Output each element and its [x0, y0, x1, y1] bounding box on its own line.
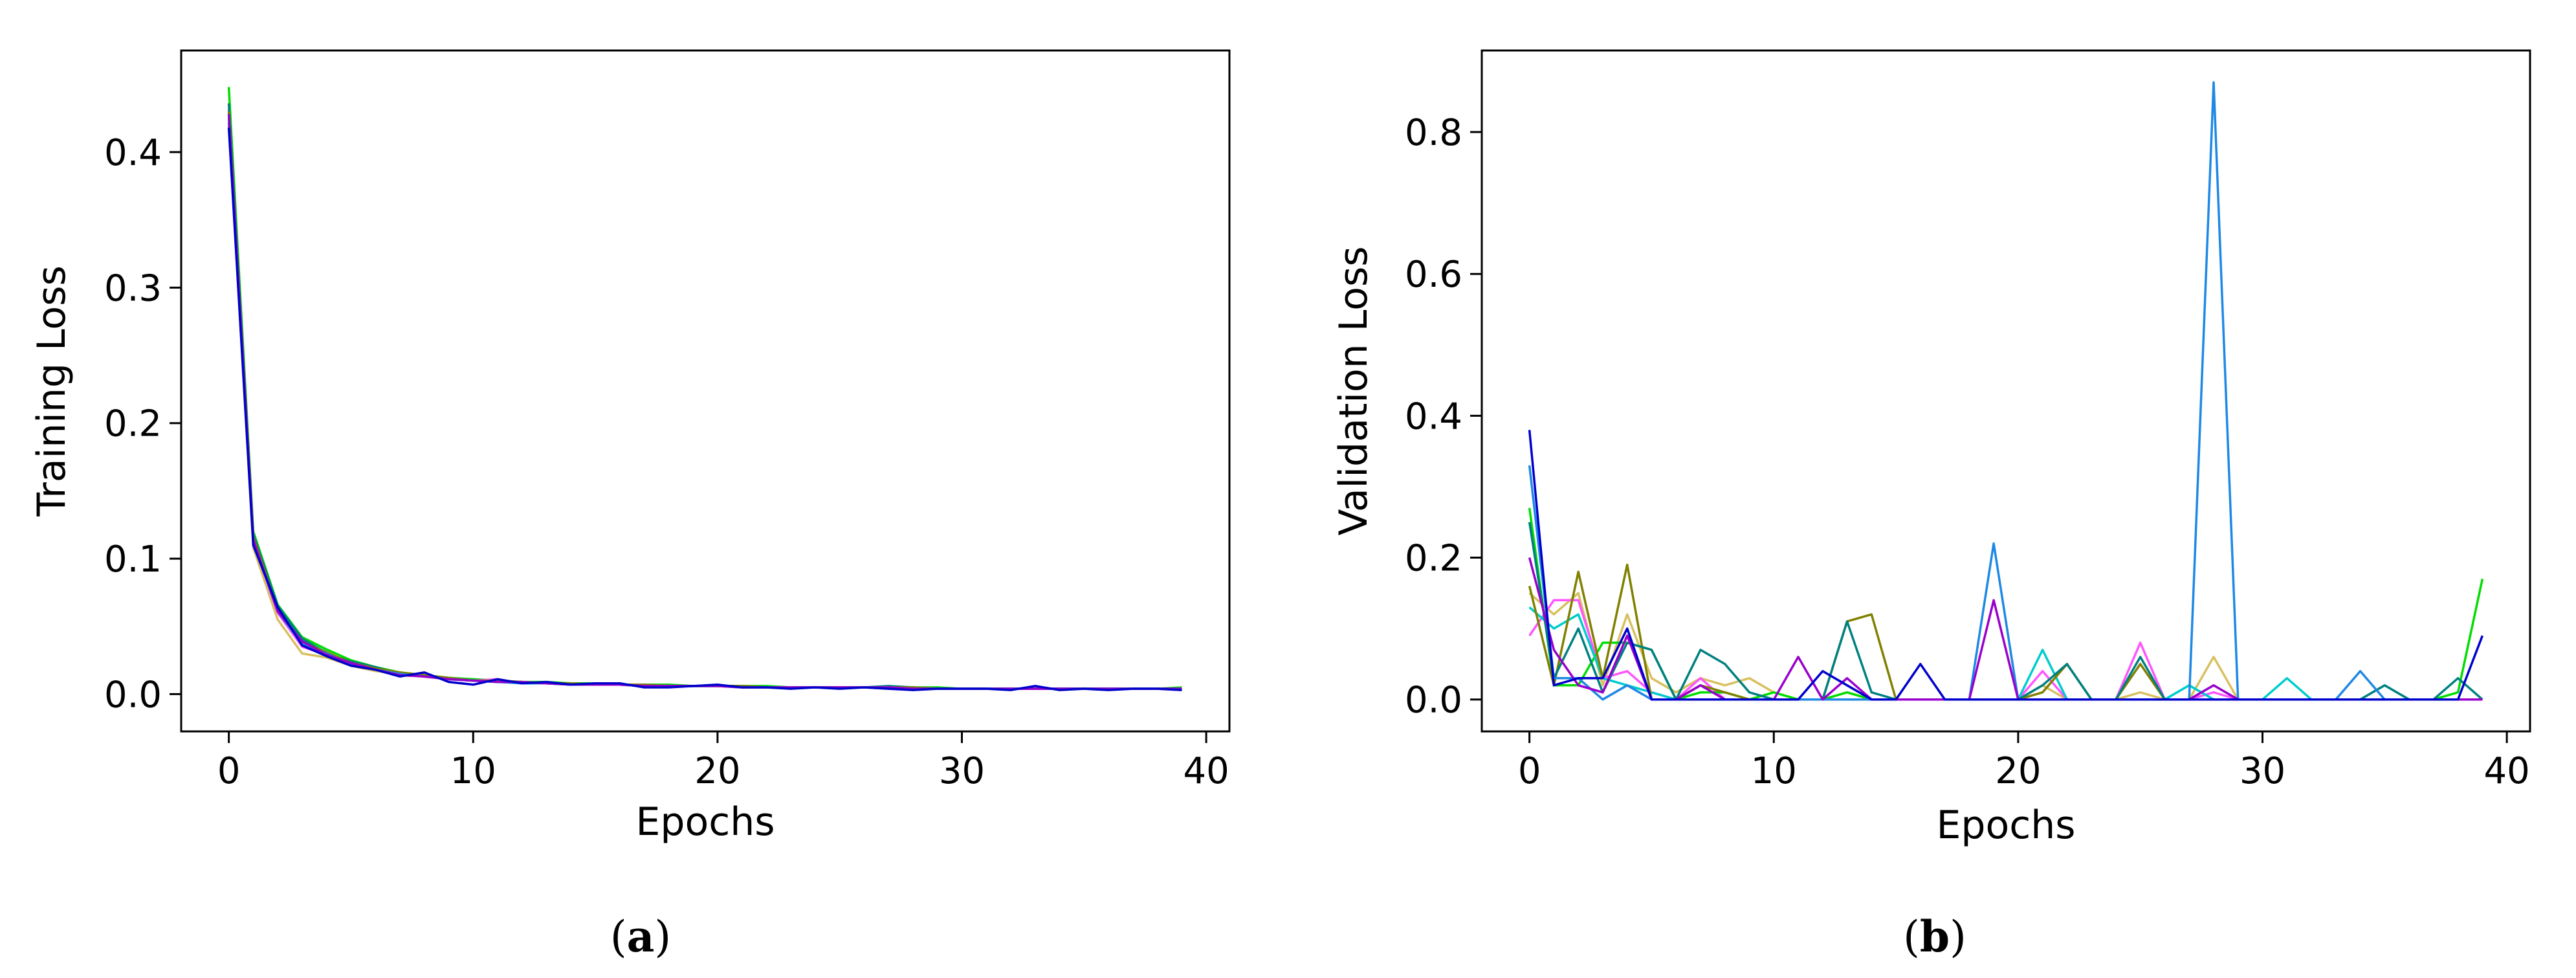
- y-tick-label: 0.0: [104, 674, 162, 716]
- y-axis-label: Validation Loss: [1331, 247, 1376, 536]
- x-tick-label: 10: [450, 750, 496, 792]
- y-tick-label: 0.0: [1405, 680, 1462, 722]
- x-tick-label: 0: [217, 750, 241, 792]
- y-tick-label: 0.3: [104, 267, 162, 309]
- y-tick-label: 0.2: [1405, 538, 1462, 580]
- panel-label-a: a: [627, 911, 655, 962]
- panel-a-training-loss: 0 10 20 30 40 0.0 0.1 0.2 0.3 0.4 Epochs Trainin…: [29, 49, 1231, 962]
- x-tick-label: 20: [1995, 750, 2041, 792]
- x-tick-label: 0: [1518, 750, 1541, 792]
- y-tick-label: 0.4: [104, 132, 162, 174]
- plot-frame: [180, 49, 1231, 733]
- panel-label-b: b: [1920, 911, 1950, 962]
- y-tick-label: 0.2: [104, 403, 162, 445]
- x-ticks: 0 10 20 30 40: [217, 731, 1229, 792]
- y-tick-label: 0.8: [1405, 112, 1462, 154]
- x-ticks: 0 10 20 30 40: [1518, 731, 2530, 792]
- x-axis-label: Epochs: [636, 799, 775, 845]
- panel-caption-b: (b): [1903, 911, 1966, 962]
- series-line-9: [227, 128, 1182, 691]
- x-tick-label: 30: [939, 750, 985, 792]
- y-ticks: 0.0 0.1 0.2 0.3 0.4: [104, 132, 181, 716]
- y-tick-label: 0.1: [104, 539, 162, 581]
- x-tick-label: 40: [1183, 750, 1229, 792]
- y-tick-label: 0.4: [1405, 395, 1462, 438]
- panel-caption-a: (a): [610, 911, 671, 962]
- x-tick-label: 40: [2483, 750, 2529, 792]
- series-line-9: [1528, 430, 2484, 701]
- series-group: [1528, 81, 2484, 701]
- x-tick-label: 10: [1751, 750, 1797, 792]
- panel-b-validation-loss: 0 10 20 30 40 0.0 0.2 0.4 0.6 0.8 Epochs Validat…: [1331, 49, 2531, 962]
- y-ticks: 0.0 0.2 0.4 0.6 0.8: [1405, 112, 1482, 722]
- y-axis-label: Training Loss: [29, 265, 74, 517]
- x-axis-label: Epochs: [1937, 803, 2076, 848]
- y-tick-label: 0.6: [1405, 254, 1462, 296]
- series-group: [227, 87, 1182, 691]
- x-tick-label: 30: [2240, 750, 2285, 792]
- x-tick-label: 20: [694, 750, 740, 792]
